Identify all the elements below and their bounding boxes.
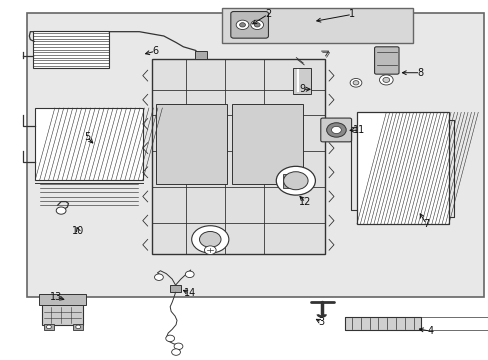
Circle shape <box>379 75 392 85</box>
Circle shape <box>276 166 315 195</box>
Bar <box>151 59 325 254</box>
Bar <box>356 112 448 224</box>
Text: 14: 14 <box>183 288 196 298</box>
Circle shape <box>165 335 174 342</box>
Bar <box>170 285 181 292</box>
Circle shape <box>191 226 228 253</box>
Bar <box>293 68 310 94</box>
Circle shape <box>331 126 341 134</box>
Bar <box>27 13 483 297</box>
Circle shape <box>382 77 389 82</box>
FancyBboxPatch shape <box>230 12 268 38</box>
Circle shape <box>254 23 260 27</box>
Bar <box>41 296 83 325</box>
Circle shape <box>326 123 346 137</box>
Text: 9: 9 <box>299 84 305 94</box>
Text: 6: 6 <box>152 46 158 56</box>
Text: 7: 7 <box>423 219 428 229</box>
FancyBboxPatch shape <box>374 47 398 74</box>
Text: 13: 13 <box>50 292 62 302</box>
Circle shape <box>171 349 180 355</box>
Text: 1: 1 <box>348 9 354 19</box>
Circle shape <box>236 20 248 30</box>
Circle shape <box>199 231 221 247</box>
Circle shape <box>46 325 51 329</box>
Bar <box>73 324 83 330</box>
Bar <box>194 51 206 59</box>
Circle shape <box>76 325 81 329</box>
Circle shape <box>154 274 163 280</box>
FancyBboxPatch shape <box>320 118 351 142</box>
Circle shape <box>174 343 183 350</box>
Circle shape <box>250 20 263 30</box>
Circle shape <box>204 246 216 255</box>
Text: 4: 4 <box>427 326 432 336</box>
Bar <box>222 8 412 43</box>
Circle shape <box>352 81 358 85</box>
Text: 10: 10 <box>72 226 84 236</box>
Bar <box>156 104 227 184</box>
Bar <box>39 294 85 305</box>
Circle shape <box>185 271 194 278</box>
Circle shape <box>56 207 66 214</box>
Text: 3: 3 <box>318 317 324 327</box>
Bar <box>232 104 303 184</box>
Bar <box>282 174 292 188</box>
Bar <box>33 31 109 68</box>
Text: 2: 2 <box>264 9 270 19</box>
Text: 12: 12 <box>299 197 311 207</box>
Text: 11: 11 <box>352 125 365 135</box>
Text: 5: 5 <box>84 132 90 142</box>
Circle shape <box>349 78 361 87</box>
Bar <box>44 324 54 330</box>
Bar <box>35 108 142 180</box>
Circle shape <box>283 172 307 190</box>
Text: 8: 8 <box>417 68 423 78</box>
Bar <box>344 317 420 330</box>
Circle shape <box>239 23 245 27</box>
